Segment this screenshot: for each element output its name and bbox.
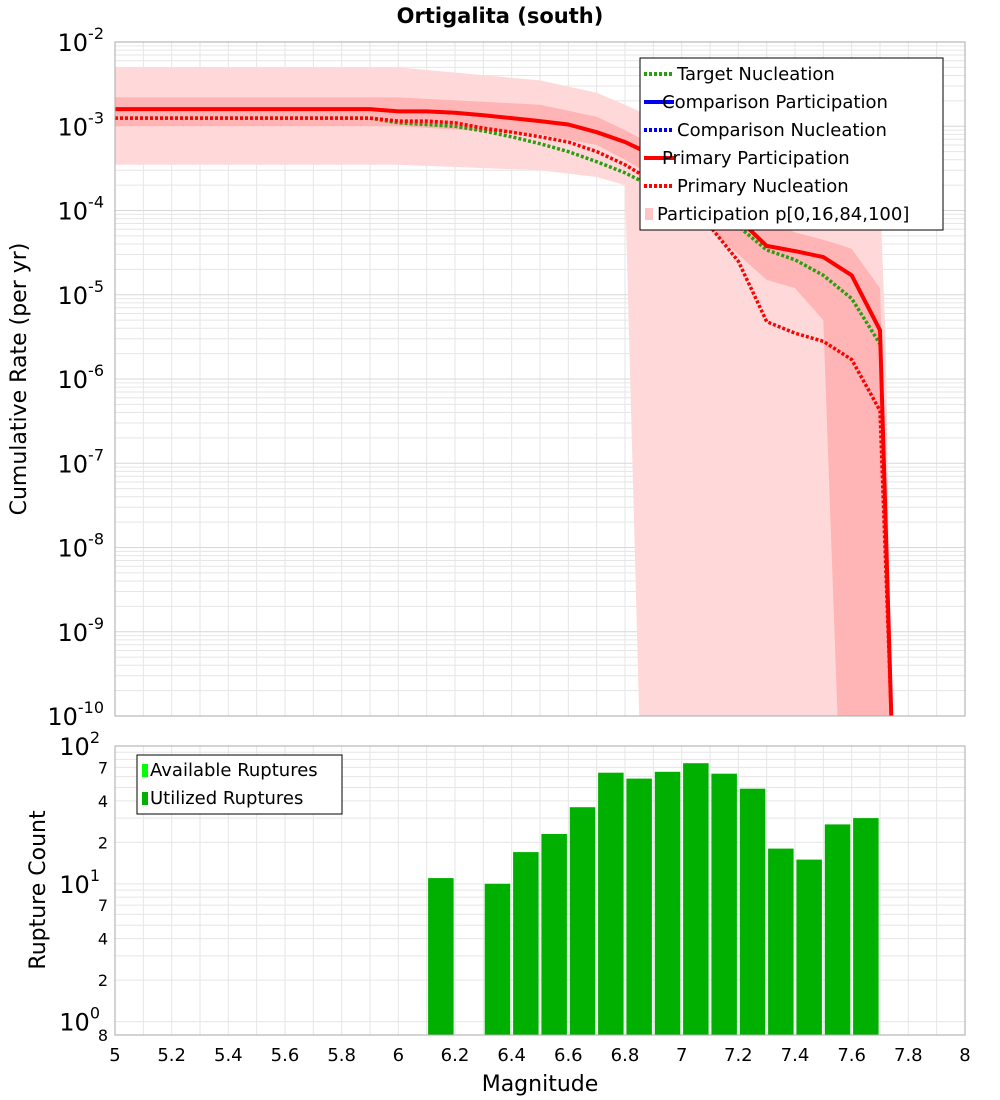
x-tick-label: 5.2	[157, 1045, 186, 1066]
rate-panel: 10-10 10-9 10-8 10-7 10-6 10-5 10-4 10-3 10-2 Cu…	[7, 24, 966, 731]
legend-label: Comparison Nucleation	[677, 120, 887, 141]
legend-swatch	[142, 792, 148, 805]
bar	[569, 807, 596, 1035]
legend-label: Primary Nucleation	[677, 176, 849, 197]
x-tick-label: 7.4	[781, 1045, 810, 1066]
y-minor-tick-label: 7	[98, 758, 108, 777]
y-tick-label: 10-3	[58, 108, 105, 141]
legend-label: Utilized Ruptures	[150, 788, 303, 809]
y-tick-label: 10-10	[47, 698, 104, 731]
rate-y-axis-label: Cumulative Rate (per yr)	[7, 243, 32, 516]
bar	[824, 824, 851, 1035]
y-tick-label: 10-7	[58, 445, 105, 478]
y-minor-tick-label: 2	[98, 833, 108, 852]
bar	[626, 778, 652, 1035]
bar	[428, 878, 454, 1035]
chart-title: Ortigalita (south)	[397, 4, 604, 28]
bar	[484, 883, 511, 1035]
y-tick-label: 10-5	[58, 277, 105, 310]
x-tick-label: 6.4	[497, 1045, 526, 1066]
bar	[711, 773, 737, 1035]
bar	[853, 818, 879, 1035]
x-tick-label: 7	[676, 1045, 687, 1066]
x-tick-label: 7.8	[894, 1045, 923, 1066]
x-axis-label: Magnitude	[482, 1072, 599, 1097]
rate-plot-frame	[114, 41, 966, 717]
legend-swatch	[142, 764, 148, 777]
count-x-ticks: 5 5.2 5.4 5.6 5.8 6 6.2 6.4 6.6 6.8 7 7.2 7.4 7.6 7.8 8	[109, 1045, 970, 1066]
bar	[683, 763, 709, 1035]
legend-label: Available Ruptures	[150, 760, 318, 781]
x-tick-label: 7.6	[837, 1045, 866, 1066]
count-legend: Available Ruptures Utilized Ruptures	[136, 754, 343, 815]
bar	[796, 859, 822, 1035]
x-tick-label: 6.8	[611, 1045, 640, 1066]
legend-box	[136, 754, 343, 815]
y-tick-label: 10-8	[58, 530, 105, 563]
bar	[654, 771, 681, 1035]
y-minor-tick-label: 4	[98, 930, 108, 949]
rate-y-ticks: 10-10 10-9 10-8 10-7 10-6 10-5 10-4 10-3 10-2	[47, 24, 104, 731]
y-minor-tick-label: 2	[98, 971, 108, 990]
x-tick-label: 6.6	[554, 1045, 583, 1066]
y-minor-tick-label: 7	[98, 896, 108, 915]
y-minor-tick-label: 4	[98, 792, 108, 811]
bar	[739, 788, 766, 1035]
count-panel: 100 101 102 8 2 4 7 2 4 7 5 5.2 5.4 5.6 5.8 6 6.2 6.4 6.6…	[26, 728, 971, 1097]
series-line-primary-nucleation	[115, 116, 894, 717]
legend-box	[639, 57, 944, 231]
x-tick-label: 6	[393, 1045, 404, 1066]
count-plot-frame	[114, 745, 966, 1036]
bar	[598, 772, 624, 1035]
bar	[768, 848, 794, 1035]
y-tick-label: 10-6	[58, 361, 105, 394]
y-tick-label: 102	[59, 728, 100, 761]
legend-label: Comparison Participation	[662, 92, 888, 113]
y-tick-label: 100	[59, 1004, 100, 1037]
count-y-ticks: 100 101 102 8 2 4 7 2 4 7	[59, 728, 108, 1045]
y-minor-tick-label: 8	[98, 1026, 108, 1045]
legend-label: Participation p[0,16,84,100]	[657, 204, 909, 225]
x-tick-label: 6.2	[441, 1045, 470, 1066]
x-tick-label: 7.2	[724, 1045, 753, 1066]
rate-legend: Target Nucleation Comparison Participatio…	[639, 57, 944, 231]
series-line-primary-participation	[115, 107, 894, 717]
count-y-axis-label: Rupture Count	[26, 810, 51, 970]
bar	[541, 834, 567, 1035]
x-tick-label: 5.8	[327, 1045, 356, 1066]
x-tick-label: 5	[109, 1045, 120, 1066]
y-tick-label: 10-2	[58, 24, 105, 57]
legend-label: Target Nucleation	[676, 64, 835, 85]
count-bars	[428, 763, 879, 1035]
bar	[513, 852, 539, 1035]
rate-lines	[115, 107, 894, 717]
y-tick-label: 10-4	[58, 193, 105, 226]
x-tick-label: 5.4	[214, 1045, 243, 1066]
legend-swatch	[645, 208, 653, 220]
y-tick-label: 101	[59, 866, 100, 899]
series-line-target-nucleation	[115, 116, 882, 345]
y-tick-label: 10-9	[58, 614, 105, 647]
x-tick-label: 8	[959, 1045, 970, 1066]
x-tick-label: 5.6	[271, 1045, 300, 1066]
legend-label: Primary Participation	[662, 148, 850, 169]
